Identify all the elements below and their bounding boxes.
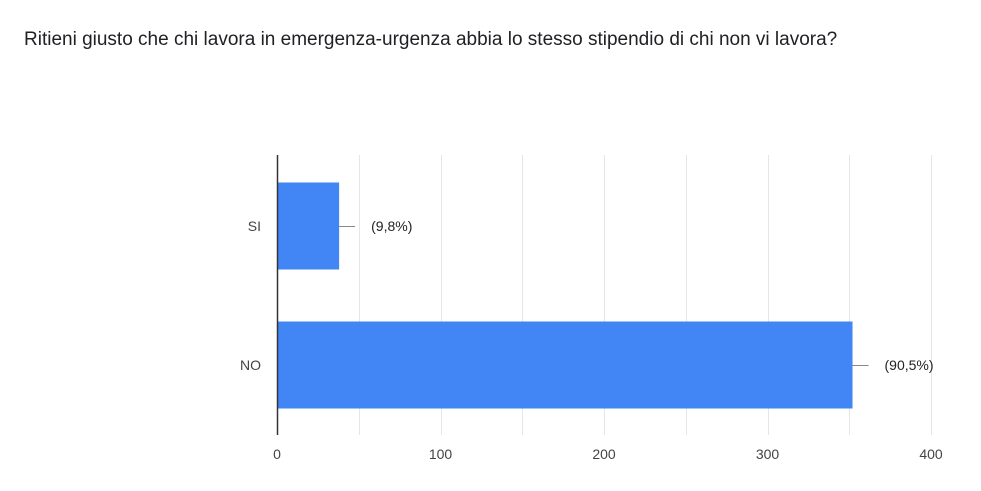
x-tick-label-0: 0 [273,446,281,462]
category-label-si: SI [248,218,261,234]
x-tick-label-300: 300 [756,446,780,462]
bar-si [277,182,340,270]
x-tick-label-100: 100 [429,446,453,462]
x-tick-label-400: 400 [919,446,943,462]
question-title: Ritieni giusto che chi lavora in emergen… [24,29,838,50]
labels: (9,8%) SI (90,5%) NO 0 100 200 300 400 [240,218,943,462]
bars [277,182,869,409]
bar-no [277,321,853,409]
data-label-si: (9,8%) [371,218,412,234]
x-tick-label-200: 200 [592,446,616,462]
category-label-no: NO [240,357,261,373]
data-label-no: (90,5%) [885,357,934,373]
